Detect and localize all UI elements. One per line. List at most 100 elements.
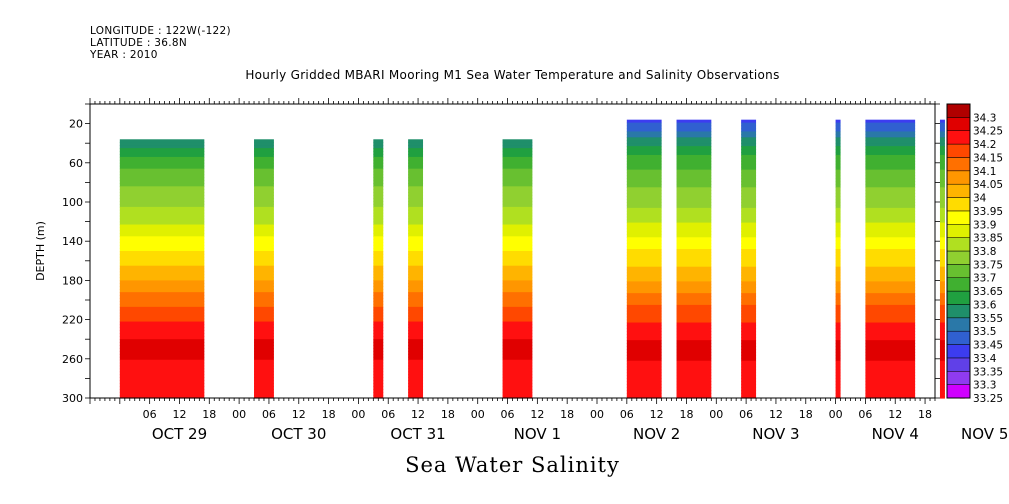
heatmap-cell (626, 243, 662, 247)
heatmap-cell (939, 351, 945, 356)
heatmap-cell (502, 321, 533, 326)
heatmap-cell (254, 365, 274, 370)
heatmap-cell (939, 337, 945, 341)
heatmap-cell (373, 356, 384, 361)
heatmap-cell (676, 310, 712, 315)
heatmap-cell (835, 269, 841, 274)
heatmap-cell (119, 315, 205, 320)
heatmap-cell (865, 157, 916, 162)
heatmap-cell (865, 163, 916, 168)
heatmap-cell (119, 236, 205, 240)
heatmap-cell (373, 350, 384, 355)
heatmap-cell (119, 318, 205, 323)
heatmap-cell (626, 213, 662, 218)
heatmap-cell (835, 351, 841, 356)
heatmap-cell (741, 207, 757, 212)
heatmap-cell (373, 224, 384, 229)
heatmap-cell (939, 322, 945, 327)
heatmap-cell (835, 137, 841, 141)
heatmap-cell (626, 119, 662, 124)
heatmap-cell (939, 387, 945, 391)
heatmap-cell (676, 349, 712, 353)
heatmap-cell (676, 393, 712, 397)
heatmap-cell (408, 177, 424, 182)
heatmap-cell (741, 184, 757, 188)
heatmap-cell (741, 131, 757, 135)
heatmap-cell (835, 140, 841, 144)
heatmap-cell (373, 215, 384, 220)
heatmap-cell (865, 146, 916, 150)
heatmap-cell (502, 139, 533, 143)
colorbar-label: 33.3 (973, 380, 996, 392)
heatmap-cell (865, 275, 916, 280)
heatmap-cell (119, 300, 205, 305)
heatmap-cell (676, 193, 712, 197)
heatmap-cell (373, 198, 384, 202)
heatmap-cell (835, 154, 841, 159)
heatmap-cell (676, 384, 712, 388)
heatmap-cell (408, 318, 424, 323)
heatmap-cell (373, 162, 384, 167)
heatmap-cell (676, 263, 712, 268)
heatmap-cell (119, 262, 205, 267)
heatmap-cell (119, 289, 205, 293)
heatmap-cell (408, 300, 424, 305)
heatmap-cell (741, 190, 757, 194)
heatmap-cell (939, 369, 945, 374)
heatmap-cell (408, 345, 424, 349)
heatmap-cell (676, 143, 712, 147)
heatmap-cell (119, 151, 205, 155)
heatmap-cell (676, 152, 712, 156)
heatmap-cell (626, 240, 662, 244)
heatmap-cell (626, 340, 662, 344)
heatmap-cell (835, 307, 841, 312)
heatmap-cell (835, 237, 841, 241)
heatmap-cell (373, 233, 384, 237)
heatmap-cell (741, 366, 757, 371)
heatmap-cell (676, 231, 712, 235)
heatmap-cell (835, 222, 841, 227)
heatmap-cell (939, 166, 945, 171)
heatmap-cell (254, 142, 274, 146)
heatmap-cell (741, 160, 757, 165)
heatmap-cell (939, 390, 945, 394)
heatmap-cell (865, 334, 916, 338)
heatmap-cell (865, 251, 916, 256)
heatmap-cell (502, 186, 533, 190)
heatmap-cell (408, 292, 424, 296)
x-tick-label: 12 (292, 408, 306, 421)
heatmap-cell (741, 254, 757, 259)
heatmap-cell (676, 169, 712, 174)
heatmap-cell (502, 362, 533, 367)
heatmap-cell (865, 284, 916, 288)
heatmap-cell (741, 260, 757, 265)
heatmap-cell (408, 148, 424, 152)
heatmap-cell (865, 234, 916, 238)
heatmap-cell (408, 201, 424, 205)
heatmap-cell (865, 137, 916, 141)
heatmap-cell (741, 246, 757, 250)
heatmap-cell (676, 299, 712, 303)
heatmap-cell (626, 299, 662, 303)
colorbar-label: 34.15 (973, 152, 1003, 164)
heatmap-cell (835, 357, 841, 362)
heatmap-cell (741, 351, 757, 356)
heatmap-cell (741, 337, 757, 341)
heatmap-cell (254, 380, 274, 384)
heatmap-cell (502, 151, 533, 155)
x-tick-label: 18 (441, 408, 455, 421)
colorbar-cell (946, 344, 971, 359)
heatmap-cell (254, 268, 274, 273)
colorbar-label: 33.95 (973, 206, 1003, 218)
heatmap-cell (865, 140, 916, 144)
heatmap-cell (119, 227, 205, 232)
heatmap-cell (676, 319, 712, 324)
heatmap-cell (741, 334, 757, 338)
x-tick-label: 12 (650, 408, 664, 421)
heatmap-cell (676, 246, 712, 250)
heatmap-cell (741, 310, 757, 315)
heatmap-cell (408, 280, 424, 284)
x-tick-label: 18 (799, 408, 813, 421)
heatmap-cell (676, 134, 712, 138)
heatmap-cell (939, 202, 945, 206)
